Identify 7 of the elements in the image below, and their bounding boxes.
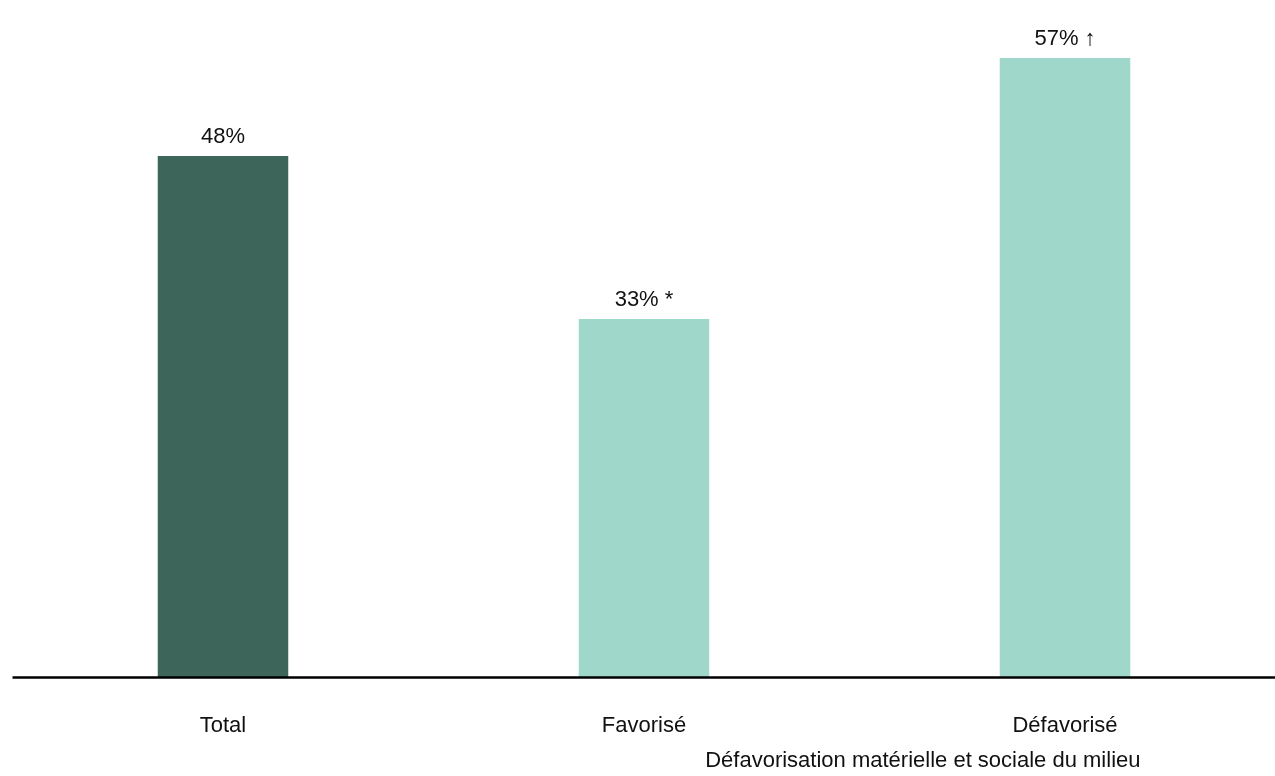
x-tick-label: Défavorisé bbox=[1012, 711, 1118, 737]
data-label: 48% bbox=[200, 122, 246, 148]
data-label: 57% ↑ bbox=[1034, 25, 1096, 51]
data-label: 33% * bbox=[614, 285, 674, 311]
x-tick-label: Total bbox=[199, 711, 247, 737]
x-tick-label: Favorisé bbox=[601, 711, 687, 737]
x-axis-title: Défavorisation matérielle et sociale du milieu bbox=[705, 746, 1141, 772]
